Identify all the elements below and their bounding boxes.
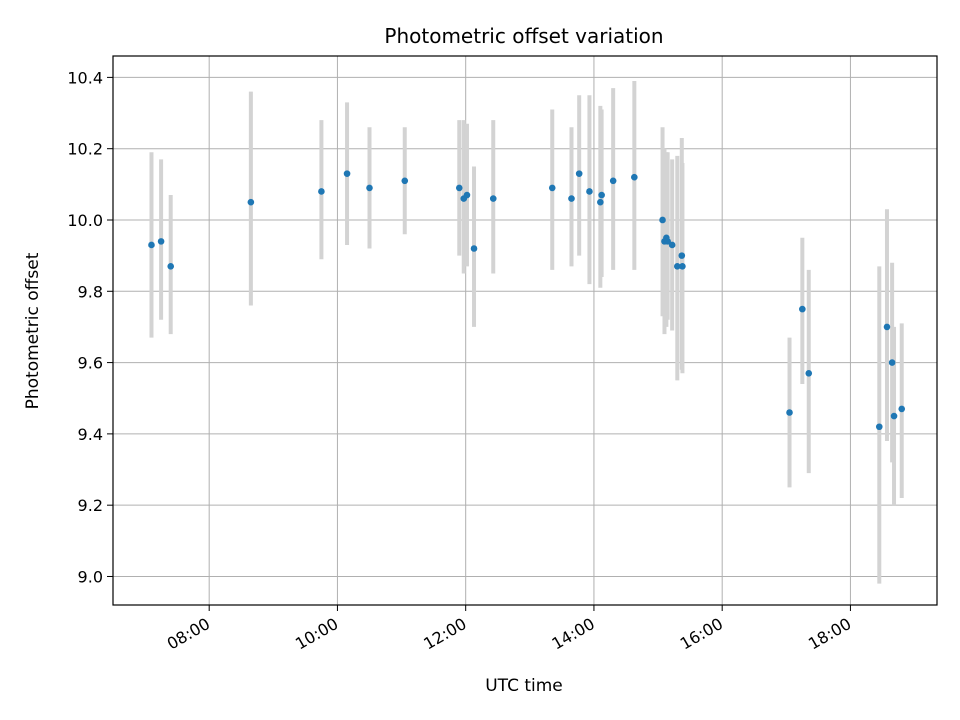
y-tick-label: 10.4 [67,68,103,87]
data-point [890,412,898,420]
data-point [318,188,325,195]
y-tick-label: 9.0 [78,567,103,586]
y-axis-ticks: 9.0 9.2 9.4 9.6 9.8 10.0 10.2 10.4 [67,68,113,586]
y-tick-label: 9.4 [78,425,103,444]
data-point [470,245,478,252]
y-tick-label: 9.6 [78,354,103,373]
data-point [668,241,676,249]
data-point [343,170,351,177]
data-point [805,369,813,377]
chart-title: Photometric offset variation [384,24,663,48]
data-point [799,305,806,313]
data-point [786,409,793,416]
data-point [875,423,883,431]
data-point [598,191,605,199]
data-point [597,198,604,206]
y-axis-label: Photometric offset [23,252,43,409]
data-point [148,241,155,249]
x-axis-label: UTC time [485,676,563,696]
data-point [664,238,671,245]
data-points [148,170,906,431]
plot-frame [112,55,938,606]
y-tick-label: 9.8 [78,282,103,301]
data-point [673,263,681,270]
data-point [888,359,896,366]
data-point [631,173,638,181]
data-point [679,263,686,270]
data-point [898,405,906,413]
y-tick-label: 9.2 [78,496,103,515]
data-point [678,252,686,259]
data-point [463,191,471,199]
data-point [366,184,373,192]
y-tick-label: 10.2 [67,140,103,159]
data-point [586,188,593,195]
data-point [401,177,409,185]
y-tick-label: 10.0 [67,211,103,230]
data-point [455,184,463,192]
data-point [609,177,617,185]
data-point [167,263,175,270]
data-point [489,195,497,202]
data-point [548,184,556,192]
data-point [883,323,891,331]
data-point [247,198,255,206]
data-point [575,170,583,177]
data-point [659,216,666,224]
data-point [568,195,575,202]
data-point [157,238,165,245]
